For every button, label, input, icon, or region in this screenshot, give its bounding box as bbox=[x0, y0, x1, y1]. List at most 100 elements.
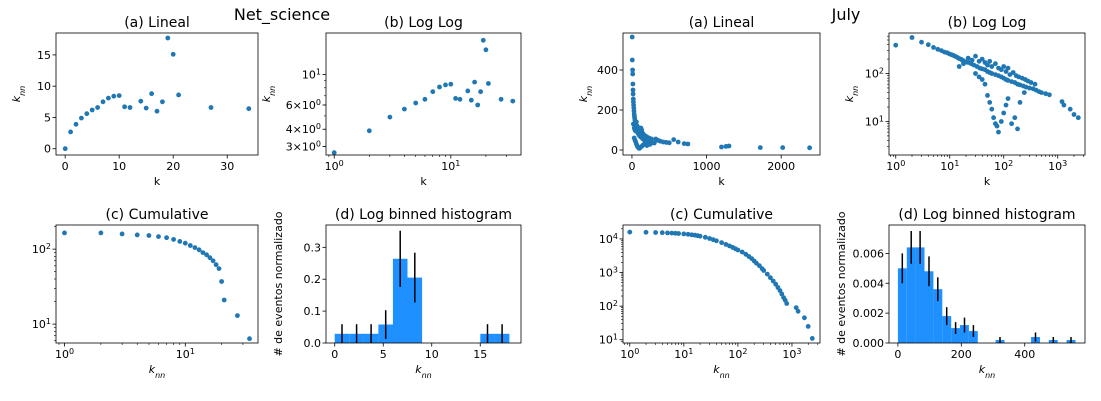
x-tick-label: 10 bbox=[425, 348, 439, 361]
x-tick-label: 0 bbox=[628, 160, 635, 173]
data-point bbox=[182, 240, 188, 246]
data-point bbox=[987, 58, 993, 64]
data-point bbox=[176, 92, 182, 98]
data-point bbox=[468, 97, 474, 103]
data-point bbox=[1067, 106, 1073, 112]
data-point bbox=[116, 93, 122, 98]
data-point bbox=[739, 249, 745, 255]
data-point bbox=[653, 230, 658, 235]
data-point bbox=[98, 230, 104, 236]
data-point bbox=[146, 233, 152, 238]
data-point bbox=[387, 114, 393, 120]
data-point bbox=[665, 230, 670, 236]
y-axis-label: knn bbox=[577, 86, 594, 103]
chart-title: (b) Log Log bbox=[384, 15, 463, 31]
data-point bbox=[331, 150, 337, 156]
data-point bbox=[726, 143, 732, 149]
data-point bbox=[95, 105, 100, 110]
x-tick-label: 1000 bbox=[693, 160, 721, 173]
data-point bbox=[685, 231, 691, 237]
data-point bbox=[998, 119, 1004, 124]
data-point bbox=[160, 99, 165, 105]
data-point bbox=[634, 119, 639, 125]
chart-title: (a) Lineal bbox=[689, 15, 755, 31]
data-point bbox=[443, 82, 448, 88]
data-point bbox=[106, 95, 111, 101]
data-point bbox=[714, 238, 719, 244]
histogram-bar bbox=[968, 331, 978, 343]
y-tick-label: 0.000 bbox=[853, 337, 885, 350]
x-tick-label: 100 bbox=[886, 159, 905, 174]
data-point bbox=[413, 100, 419, 106]
chart-jl_d: 0 200 400 0.000 0.002 0.004 0.006 (d) Log binne… bbox=[835, 207, 1086, 380]
data-point bbox=[210, 258, 216, 264]
y-tick-label: 4×100 bbox=[286, 122, 321, 137]
axes-frame bbox=[55, 224, 259, 344]
histogram-bar bbox=[933, 289, 943, 343]
data-point bbox=[196, 247, 202, 253]
data-point bbox=[627, 229, 633, 235]
data-point bbox=[629, 57, 635, 63]
y-tick-label: 0 bbox=[44, 143, 51, 156]
data-point bbox=[187, 243, 193, 248]
data-point bbox=[1001, 110, 1007, 116]
x-axis-label: knn bbox=[979, 363, 996, 380]
histogram-bar bbox=[951, 328, 961, 343]
chart-jl_b: 100 101 102 103 101 102 (b) Log Log k knn bbox=[843, 15, 1086, 188]
data-point bbox=[1015, 126, 1020, 132]
data-point bbox=[1001, 64, 1007, 69]
data-point bbox=[204, 252, 210, 258]
data-point bbox=[143, 105, 149, 111]
data-point bbox=[1027, 85, 1032, 91]
data-point bbox=[702, 234, 708, 240]
data-point bbox=[62, 146, 68, 152]
y-tick-label: 102 bbox=[865, 66, 884, 81]
axes-frame bbox=[325, 32, 522, 156]
x-axis-label: k bbox=[984, 175, 991, 188]
data-point bbox=[630, 67, 635, 73]
y-tick-label: 0 bbox=[611, 144, 618, 157]
data-point bbox=[676, 231, 681, 236]
histogram-bar bbox=[924, 271, 934, 343]
x-tick-label: 101 bbox=[441, 159, 460, 174]
data-point bbox=[1009, 121, 1014, 127]
x-tick-label: 100 bbox=[620, 347, 639, 362]
data-point bbox=[675, 139, 681, 145]
data-point bbox=[893, 42, 899, 48]
data-point bbox=[1071, 112, 1077, 117]
data-point bbox=[472, 79, 477, 85]
data-point bbox=[671, 137, 677, 143]
data-point bbox=[719, 144, 724, 150]
data-point bbox=[651, 140, 657, 146]
data-point bbox=[919, 39, 924, 45]
data-point bbox=[465, 88, 471, 94]
x-tick-label: 101 bbox=[674, 347, 693, 362]
data-point bbox=[1039, 90, 1044, 95]
data-point bbox=[213, 262, 219, 268]
data-point bbox=[979, 56, 985, 62]
axes-frame bbox=[55, 32, 259, 156]
x-axis-label: k bbox=[420, 175, 427, 188]
data-point bbox=[985, 62, 990, 68]
x-tick-label: 200 bbox=[951, 348, 972, 361]
data-point bbox=[192, 245, 198, 251]
histogram-bar bbox=[392, 258, 408, 343]
y-tick-label: 0.0 bbox=[304, 337, 322, 350]
data-point bbox=[216, 266, 222, 271]
x-tick-label: 100 bbox=[55, 347, 74, 362]
data-point bbox=[149, 91, 155, 97]
data-point bbox=[925, 42, 931, 48]
data-point bbox=[1005, 96, 1011, 101]
data-point bbox=[666, 140, 672, 146]
data-point bbox=[779, 291, 785, 297]
chart-title: (a) Lineal bbox=[124, 15, 190, 31]
data-point bbox=[630, 71, 636, 77]
data-point bbox=[681, 141, 687, 147]
y-axis-label: # de eventos normalizado bbox=[272, 211, 285, 356]
x-axis-label: knn bbox=[149, 363, 166, 380]
data-point bbox=[982, 81, 988, 87]
y-tick-label: 0.2 bbox=[304, 273, 322, 286]
data-point bbox=[802, 315, 807, 321]
data-point bbox=[246, 106, 252, 112]
